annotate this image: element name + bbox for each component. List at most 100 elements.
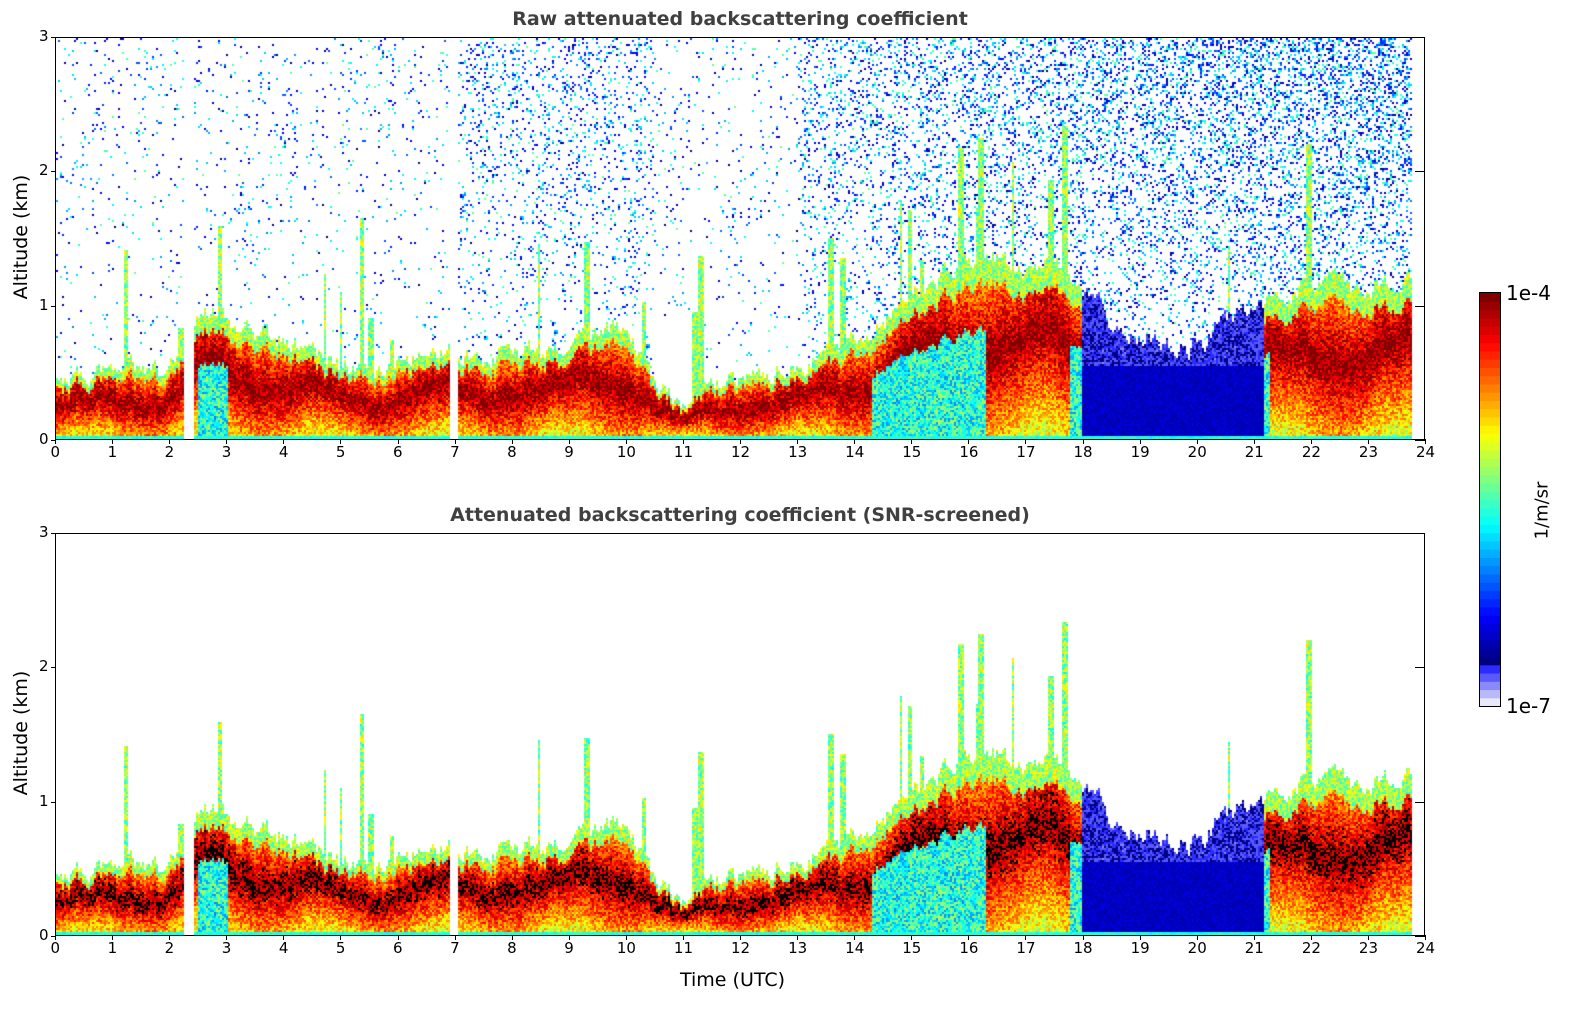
x-tick-label: 13 [788,939,808,957]
tick-mark [1253,935,1255,940]
tick-mark [1425,439,1426,444]
tick-mark [568,935,570,940]
x-tick-label: 22 [1301,939,1321,957]
colorbar-segment [1480,573,1500,583]
x-tick-label: 13 [788,443,808,461]
colorbar-segment [1480,631,1500,641]
tick-mark [454,935,456,940]
colorbar-segment [1480,309,1500,319]
colorbar [1479,292,1501,707]
colorbar-segment [1480,342,1500,352]
tick-mark [911,935,913,940]
colorbar-segment [1480,392,1500,401]
tick-mark [112,439,114,444]
x-tick-label: 15 [902,443,922,461]
tick-mark [1253,439,1255,444]
y-tick-label: 0 [39,430,49,448]
tick-mark [682,935,684,940]
tick-mark [51,936,56,937]
colorbar-max-label: 1e-4 [1506,281,1551,305]
tick-mark [1025,439,1027,444]
colorbar-segment [1480,656,1500,666]
x-tick-label: 14 [845,443,865,461]
tick-mark [1310,935,1312,940]
x-tick-label: 14 [845,939,865,957]
x-tick-label: 21 [1244,939,1264,957]
tick-mark [1415,305,1425,307]
x-tick-label: 4 [278,443,289,461]
tick-mark [1082,935,1084,940]
tick-mark [1139,935,1141,940]
top-y-axis-label: Altitude (km) [10,174,32,300]
colorbar-segment [1480,425,1500,435]
y-tick-label: 1 [39,295,49,314]
x-tick-label: 17 [1016,443,1036,461]
colorbar-segment [1480,367,1500,377]
x-tick-label: 18 [1073,443,1093,461]
tick-mark [1415,667,1425,669]
tick-mark [1415,533,1425,534]
colorbar-label: 1/m/sr [1531,481,1553,540]
colorbar-segment [1480,293,1500,302]
x-tick-label: 1 [107,939,118,957]
x-tick-label: 10 [616,443,636,461]
x-tick-label: 17 [1016,939,1036,957]
tick-mark [51,801,56,803]
tick-mark [1082,439,1084,444]
y-tick-label: 2 [39,161,49,180]
tick-mark [1196,439,1198,444]
x-tick-label: 20 [1187,939,1207,957]
x-tick-label: 6 [393,939,403,957]
x-tick-label: 3 [221,939,232,957]
screened-heatmap-panel [55,533,1425,936]
x-tick-label: 9 [564,443,574,461]
x-tick-label: 16 [959,443,979,461]
x-tick-label: 11 [673,443,693,461]
tick-mark [51,305,56,307]
x-tick-label: 24 [1416,939,1436,957]
colorbar-segment [1480,516,1500,525]
x-tick-label: 20 [1187,443,1207,461]
tick-mark [968,935,970,940]
x-tick-label: 8 [507,939,517,957]
x-axis-label: Time (UTC) [680,969,786,991]
colorbar-segment [1480,540,1500,550]
tick-mark [682,439,684,444]
x-tick-label: 16 [959,939,979,957]
x-tick-label: 2 [164,443,175,461]
colorbar-segment [1480,606,1500,616]
x-tick-label: 10 [616,939,636,957]
y-tick-label: 0 [39,926,49,944]
colorbar-segment [1480,590,1500,600]
tick-mark [1415,440,1425,441]
colorbar-segment [1480,326,1500,335]
tick-mark [283,935,285,940]
colorbar-segment [1480,458,1500,468]
colorbar-segment [1480,482,1500,492]
colorbar-segment [1480,681,1500,691]
x-tick-label: 5 [335,939,346,957]
raw-heatmap-panel [55,37,1425,440]
tick-mark [55,439,56,444]
x-tick-label: 22 [1301,443,1321,461]
x-tick-label: 18 [1073,939,1093,957]
x-tick-label: 2 [164,939,175,957]
bottom-y-axis-label: Altitude (km) [10,670,32,796]
x-tick-label: 21 [1244,443,1264,461]
colorbar-segment [1480,598,1500,608]
tick-mark [797,439,799,444]
tick-mark [1139,439,1141,444]
colorbar-segment [1480,697,1500,707]
tick-mark [1415,936,1425,937]
colorbar-segment [1480,301,1500,311]
colorbar-segment [1480,334,1500,344]
screened-heatmap [56,534,1424,935]
colorbar-segment [1480,623,1500,633]
colorbar-segment [1480,615,1500,624]
y-tick-label: 3 [39,523,49,541]
tick-mark [226,935,228,940]
colorbar-segment [1480,491,1500,501]
tick-mark [1367,439,1369,444]
colorbar-segment [1480,466,1500,476]
x-tick-label: 12 [731,939,751,957]
